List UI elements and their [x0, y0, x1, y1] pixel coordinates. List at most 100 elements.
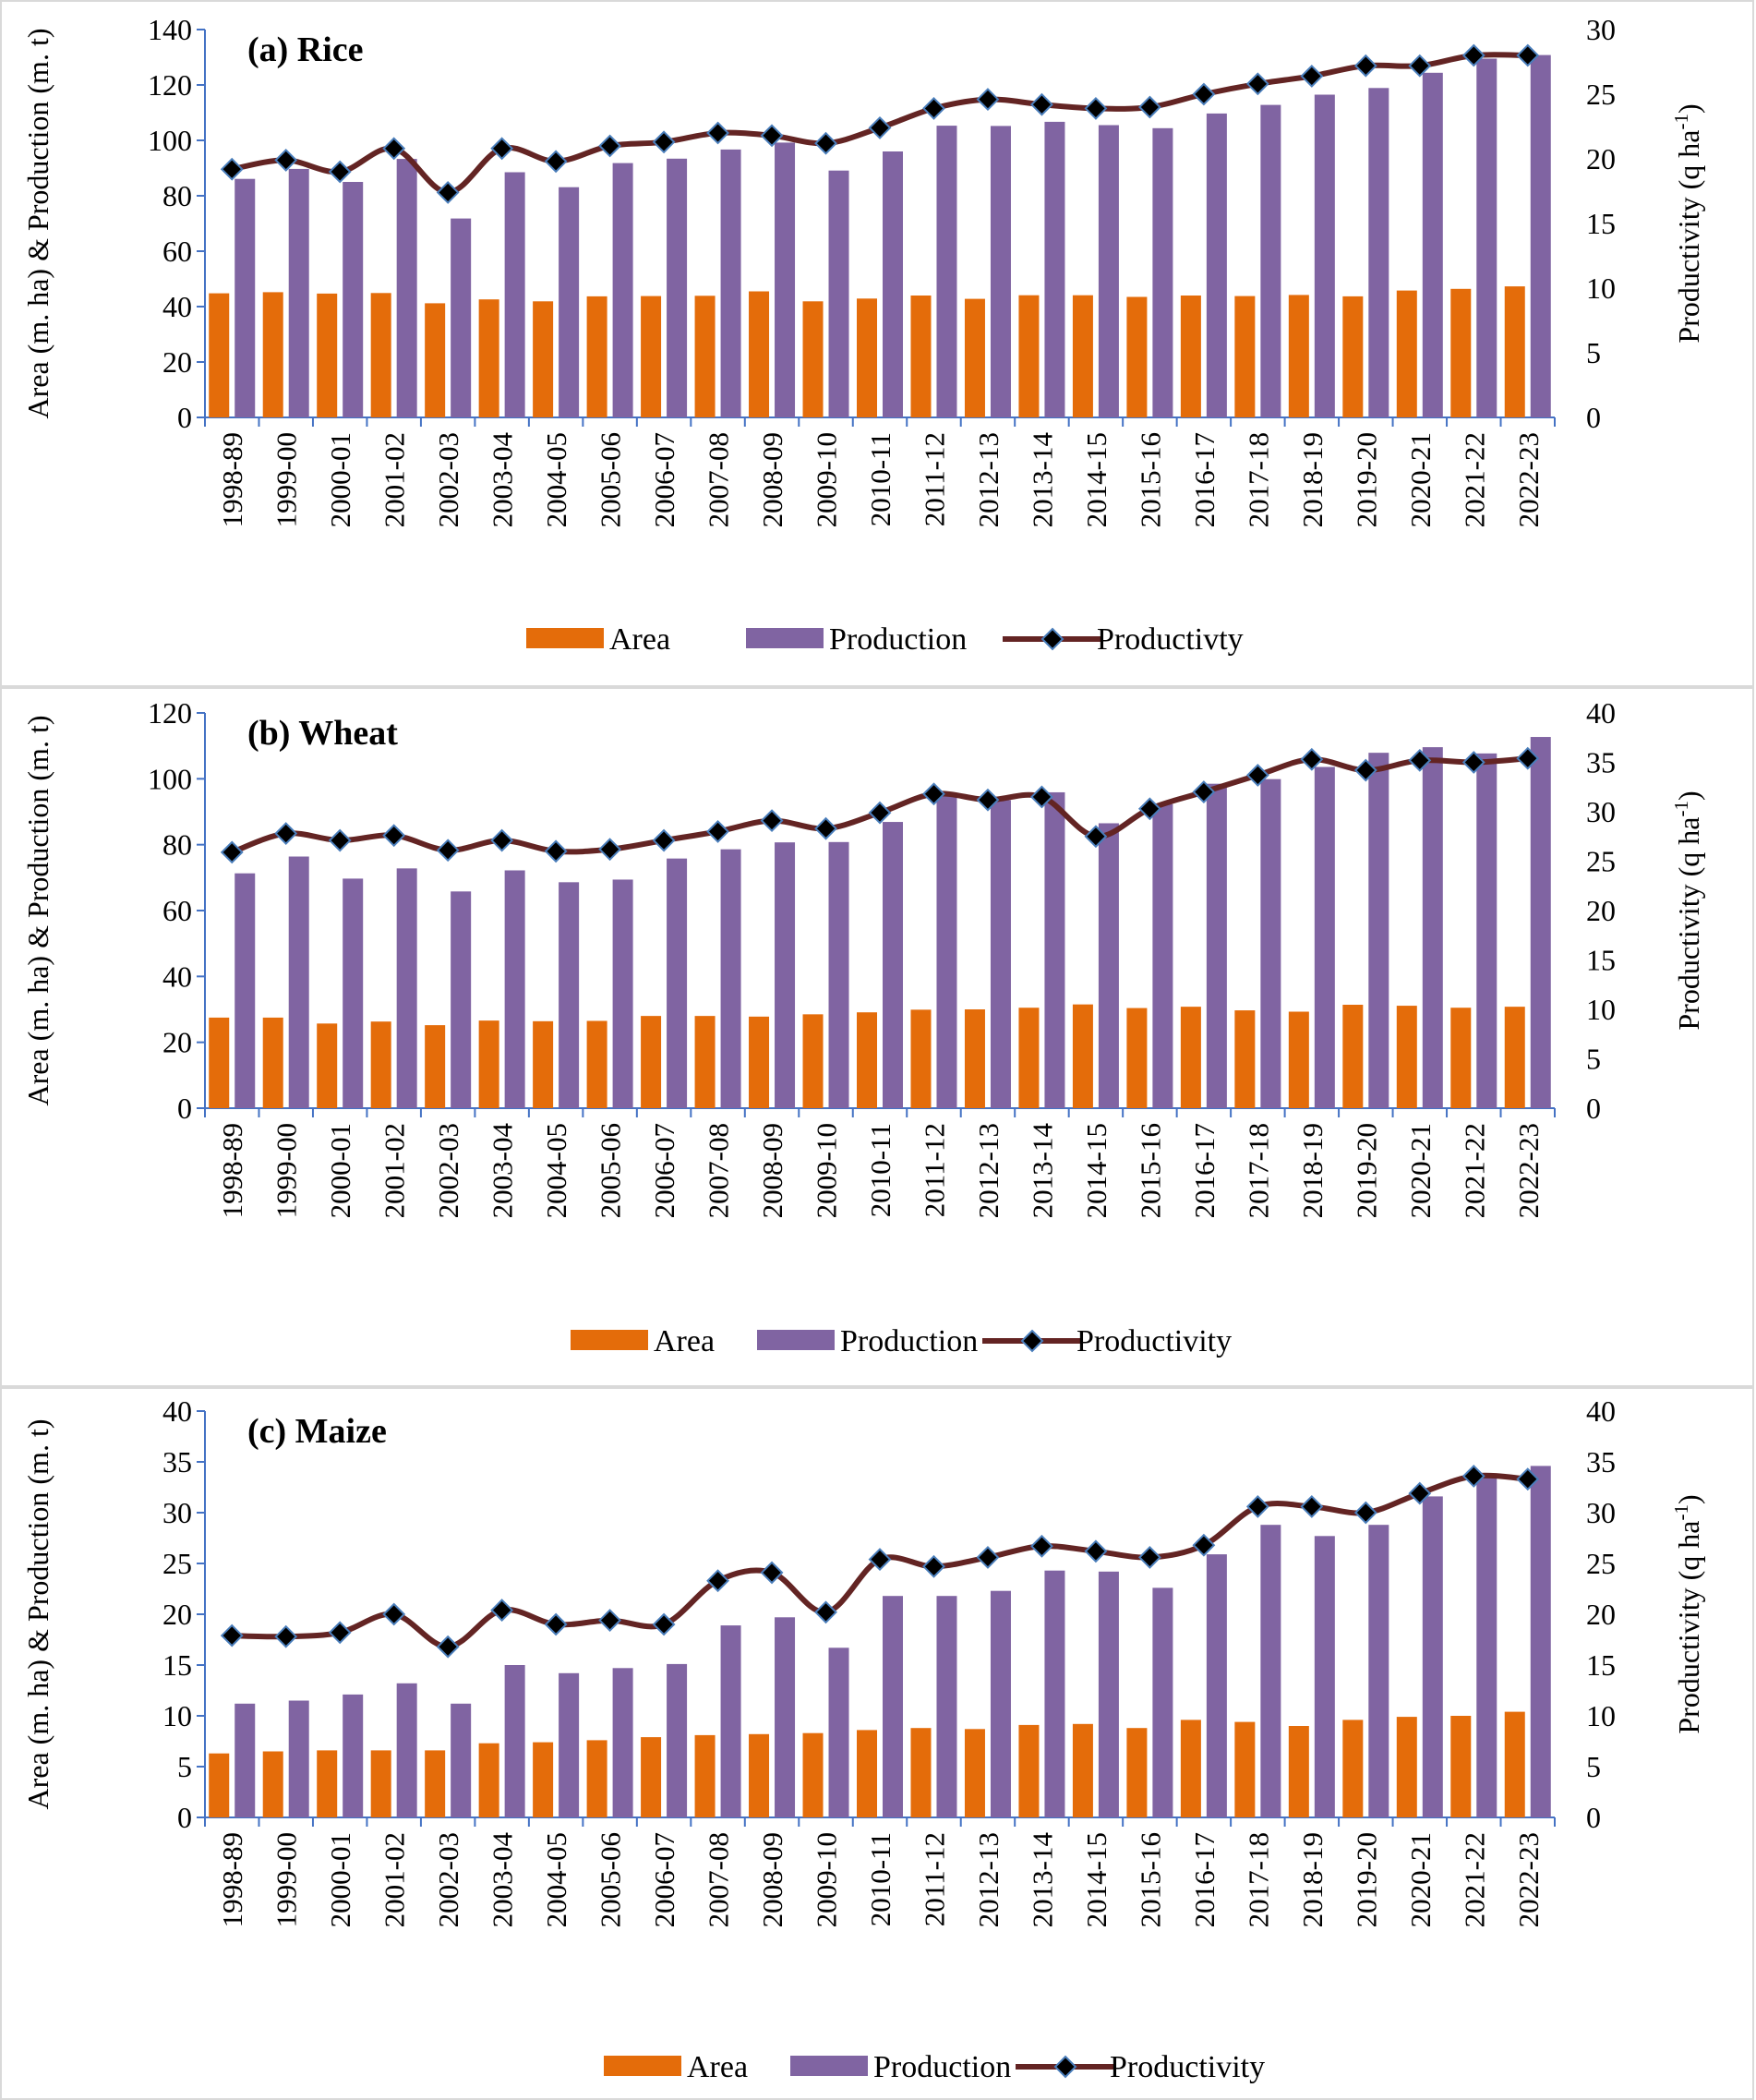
a-rice-left-tick-label: 120: [148, 68, 192, 102]
b-wheat-production-bar: [451, 891, 472, 1108]
b-wheat-right-tick-label: 0: [1586, 1092, 1601, 1125]
a-rice-production-bar: [1152, 127, 1173, 418]
a-rice-production-bar: [1206, 113, 1227, 418]
a-rice-area-bar: [802, 301, 824, 417]
a-rice-productivty-point: [490, 137, 514, 161]
c-maize-production-bar: [343, 1694, 364, 1817]
c-maize-x-tick-label: 2022-23: [1512, 1832, 1545, 1927]
b-wheat-area-bar: [209, 1017, 230, 1108]
c-maize-x-tick-label: 2013-14: [1026, 1832, 1058, 1928]
b-wheat-production-bar: [828, 841, 849, 1108]
b-wheat-area-bar: [1018, 1008, 1040, 1108]
c-maize-y2-axis-label-sup: -1: [1670, 1504, 1692, 1521]
a-rice-area-bar: [857, 298, 877, 417]
b-wheat-productivity-point: [1408, 748, 1432, 772]
a-rice-production-bar: [343, 182, 364, 417]
a-rice-right-tick-label: 25: [1586, 78, 1616, 111]
a-rice-area-bar: [964, 298, 985, 417]
a-rice-productivty-point: [1461, 43, 1485, 67]
c-maize-productivity-point: [706, 1569, 729, 1593]
c-maize-productivity-point: [1030, 1534, 1053, 1558]
c-maize-production-bar: [559, 1672, 580, 1817]
b-wheat-productivity-point: [760, 809, 784, 833]
b-wheat-productivity-point: [976, 788, 1000, 812]
b-wheat-productivity-point: [1461, 751, 1485, 774]
b-wheat-area-bar: [1288, 1011, 1309, 1108]
c-maize-x-tick-label: 2000-01: [324, 1832, 356, 1927]
c-maize-productivity-point: [976, 1545, 1000, 1569]
b-wheat-production-bar: [343, 878, 364, 1108]
a-rice-production-bar: [720, 149, 741, 417]
a-rice-x-tick-label: 2004-05: [540, 432, 572, 527]
c-maize-area-bar: [964, 1729, 985, 1817]
b-wheat-right-tick-label: 10: [1586, 993, 1616, 1026]
b-wheat-production-bar: [1476, 753, 1497, 1108]
a-rice-area-bar: [1234, 296, 1256, 417]
a-rice-x-tick-label: 2006-07: [648, 432, 680, 527]
a-rice-production-bar: [396, 159, 417, 417]
a-rice-x-tick-label: 2003-04: [487, 432, 519, 528]
b-wheat-production-bar: [1044, 791, 1065, 1108]
a-rice-x-tick-label: 2019-20: [1350, 432, 1382, 527]
b-wheat-legend-production-swatch: [757, 1330, 835, 1350]
a-rice-production-bar: [504, 172, 525, 417]
a-rice-left-tick-label: 60: [162, 235, 192, 268]
b-wheat-left-tick-label: 20: [162, 1026, 192, 1059]
b-wheat-left-tick-label: 100: [148, 762, 192, 795]
c-maize-x-tick-label: 2011-12: [918, 1832, 950, 1926]
b-wheat-area-bar: [317, 1023, 338, 1108]
a-rice-productivty-point: [706, 121, 729, 145]
b-wheat-productivity-point: [1030, 785, 1053, 809]
rice-chart-panel: 0 20 40 60 80 100 120 140 0 5 10 15 20 25 30 1998-89 199…: [0, 0, 1754, 687]
a-rice-y2-axis-label-sup: -1: [1670, 114, 1692, 130]
b-wheat-x-tick-label: 2012-13: [972, 1123, 1004, 1218]
a-rice-x-tick-label: 2016-17: [1188, 432, 1221, 527]
a-rice-area-bar: [262, 292, 283, 417]
c-maize-x-tick-label: 2017-18: [1242, 1832, 1274, 1927]
a-rice-productivty-point: [1030, 92, 1053, 116]
b-wheat-productivity-point: [490, 828, 514, 852]
c-maize-x-tick-label: 1999-00: [271, 1832, 303, 1927]
c-maize-area-bar: [1018, 1724, 1040, 1817]
c-maize-panel-border: [0, 1387, 1754, 2100]
a-rice-legend-productivty-swatch-marker: [1040, 627, 1064, 651]
a-rice-x-tick-label: 2022-23: [1512, 432, 1545, 527]
a-rice-x-tick-label: 2020-21: [1404, 432, 1437, 527]
b-wheat-right-tick-label: 25: [1586, 845, 1616, 878]
a-rice-area-bar: [1288, 295, 1309, 417]
a-rice-production-bar: [990, 126, 1011, 417]
a-rice-productivty-point: [1137, 95, 1161, 119]
b-wheat-y2-axis-label-end: ): [1672, 791, 1705, 801]
c-maize-x-tick-label: 2006-07: [648, 1832, 680, 1927]
c-maize-productivity-point: [598, 1609, 622, 1633]
b-wheat-x-tick-label: 2006-07: [648, 1123, 680, 1218]
c-maize-x-tick-label: 2021-22: [1458, 1832, 1490, 1927]
a-rice-legend-area-swatch: [526, 628, 604, 648]
b-wheat-x-tick-label: 2005-06: [595, 1123, 627, 1218]
b-wheat-area-bar: [1450, 1008, 1472, 1108]
b-wheat-right-tick-label: 40: [1586, 696, 1616, 730]
b-wheat-x-tick-label: 2013-14: [1026, 1123, 1058, 1219]
c-maize-area-bar: [1288, 1726, 1309, 1817]
b-wheat-left-tick-label: 120: [148, 696, 192, 730]
b-wheat-production-bar: [612, 879, 633, 1108]
a-rice-x-tick-label: 2000-01: [324, 432, 356, 527]
b-wheat-productivity-point: [598, 838, 622, 862]
c-maize-productivity-point: [1516, 1467, 1540, 1491]
b-wheat-y2-axis-label-main: Productivity (q ha: [1672, 817, 1705, 1031]
b-wheat-area-bar: [478, 1020, 499, 1108]
a-rice-panel-border: [0, 0, 1754, 687]
a-rice-productivty-point: [760, 124, 784, 148]
b-wheat-x-tick-label: 2007-08: [703, 1123, 735, 1218]
b-wheat-x-tick-label: 2021-22: [1458, 1123, 1490, 1218]
c-maize-area-bar: [694, 1734, 716, 1817]
b-wheat-productivity-point: [328, 828, 352, 852]
a-rice-left-tick-label: 80: [162, 179, 192, 212]
a-rice-x-tick-label: 2001-02: [379, 432, 411, 527]
a-rice-x-tick-label: 2005-06: [595, 432, 627, 527]
a-rice-right-tick-label: 30: [1586, 13, 1616, 46]
a-rice-production-bar: [612, 163, 633, 417]
b-wheat-x-tick-label: 2019-20: [1350, 1123, 1382, 1218]
c-maize-productivity-point: [1245, 1494, 1269, 1518]
